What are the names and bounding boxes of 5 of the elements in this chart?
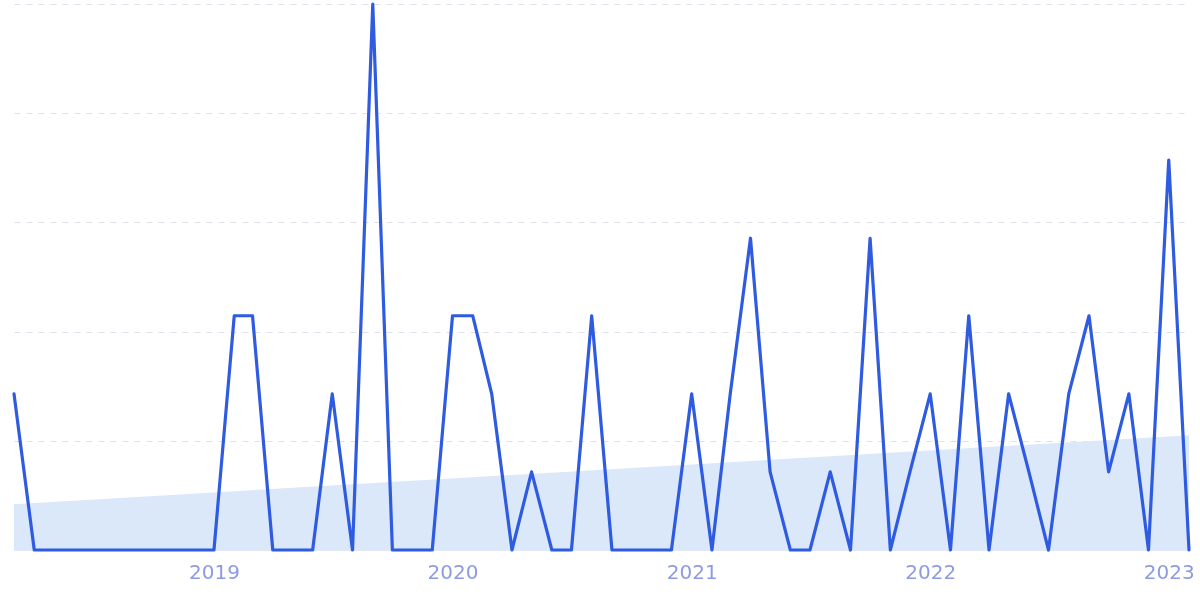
x-tick-label: 2019 [189,559,240,584]
x-tick-label: 2020 [427,559,479,584]
x-tick-label: 2021 [666,559,718,584]
x-tick-label: 2023 [1143,559,1195,584]
x-tick-label: 2022 [905,559,957,584]
